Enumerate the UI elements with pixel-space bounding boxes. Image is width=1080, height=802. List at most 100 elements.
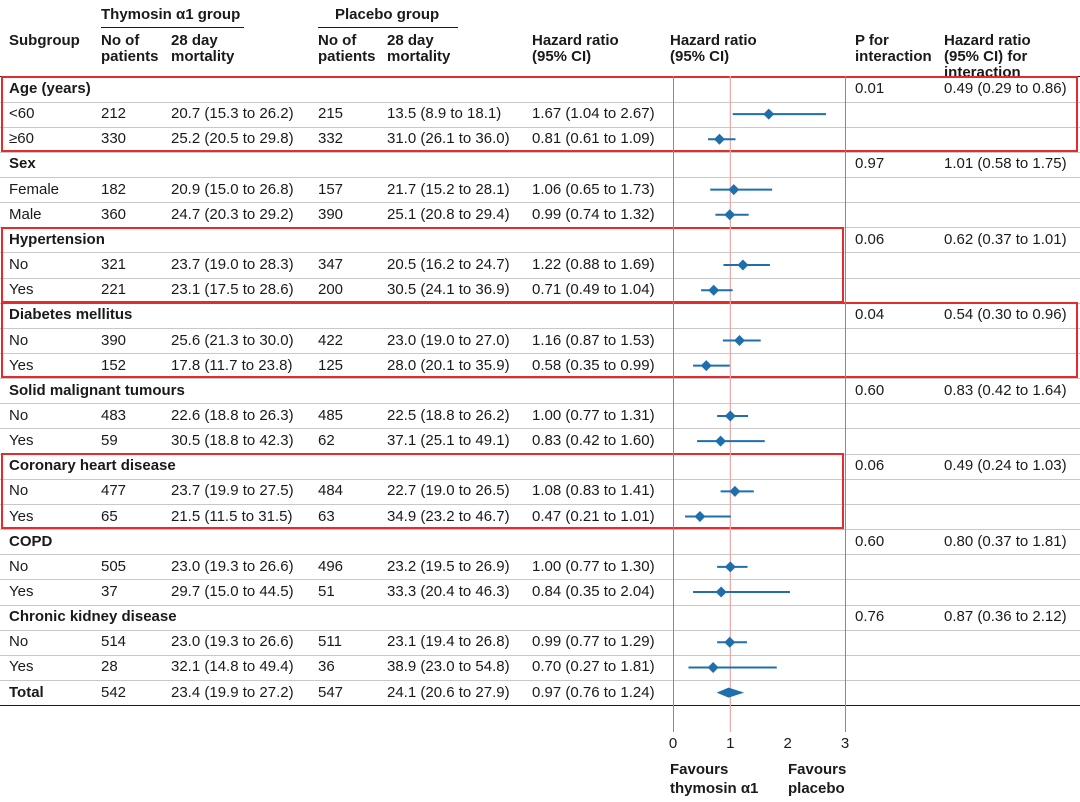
subgroup-cell: Yes xyxy=(9,432,34,450)
placebo-n-cell: 390 xyxy=(318,205,344,223)
subgroup-cell: Yes xyxy=(9,507,34,525)
row-divider xyxy=(0,177,1080,178)
point-estimate-marker xyxy=(724,410,736,422)
row-divider xyxy=(0,554,1080,555)
point-estimate-marker xyxy=(737,259,749,271)
favours-placebo-label: Favours placebo xyxy=(788,760,846,798)
plot-right-border xyxy=(845,76,846,732)
favours-placebo-line1: Favours xyxy=(788,761,847,778)
placebo-n-cell: 422 xyxy=(318,331,344,349)
placebo-group-header: Placebo group xyxy=(335,6,440,23)
placebo-n-cell: 125 xyxy=(318,356,344,374)
subgroup-cell: Yes xyxy=(9,658,34,676)
thymosin-mortality-cell: 25.2 (20.5 to 29.8) xyxy=(171,130,294,148)
row-divider xyxy=(0,504,1080,505)
placebo-mortality-cell: 33.3 (20.4 to 46.3) xyxy=(387,583,510,600)
hr-interaction-cell: 0.87 (0.36 to 2.12) xyxy=(944,608,1067,626)
placebo-mortality-cell: 13.5 (8.9 to 18.1) xyxy=(387,105,502,123)
subgroup-cell: Yes xyxy=(9,356,34,374)
placebo-mortality-cell: 38.9 (23.0 to 54.8) xyxy=(387,658,510,676)
thymosin-mortality-cell: 32.1 (14.8 to 49.4) xyxy=(171,658,294,676)
placebo-mortality-cell: 25.1 (20.8 to 29.4) xyxy=(387,205,510,223)
row-divider xyxy=(0,328,1080,329)
placebo-n-cell: 485 xyxy=(318,406,344,424)
hazard-ratio-plot-header-line2: (95% CI) xyxy=(670,48,730,65)
row-divider xyxy=(0,680,1080,681)
point-estimate-marker xyxy=(713,133,725,145)
plot-left-border xyxy=(673,76,674,732)
thymosin-n-header: No of patients xyxy=(101,33,159,65)
hr-interaction-cell: 0.49 (0.29 to 0.86) xyxy=(944,80,1067,97)
row-divider xyxy=(0,378,1080,379)
placebo-mortality-cell: 23.2 (19.5 to 26.9) xyxy=(387,557,510,575)
placebo-mortality-header: 28 day mortality xyxy=(387,33,450,65)
subgroup-cell: Male xyxy=(9,205,42,223)
x-tick-label: 2 xyxy=(783,735,791,752)
placebo-mortality-cell: 22.5 (18.8 to 26.2) xyxy=(387,406,510,424)
placebo-mortality-cell: 23.1 (19.4 to 26.8) xyxy=(387,633,510,651)
point-estimate-marker xyxy=(715,435,727,447)
placebo-n-cell: 200 xyxy=(318,281,344,299)
subgroup-cell: Solid malignant tumours xyxy=(9,381,185,399)
thymosin-n-cell: 59 xyxy=(101,432,118,450)
thymosin-n-cell: 514 xyxy=(101,633,127,651)
thymosin-n-cell: 477 xyxy=(101,482,127,500)
hazard-ratio-cell: 0.97 (0.76 to 1.24) xyxy=(532,683,655,701)
placebo-n-cell: 63 xyxy=(318,507,335,525)
hazard-ratio-cell: 1.00 (0.77 to 1.30) xyxy=(532,557,655,575)
row-divider xyxy=(0,102,1080,103)
p-interaction-header: P for interaction xyxy=(855,33,932,65)
placebo-mortality-cell: 22.7 (19.0 to 26.5) xyxy=(387,482,510,500)
thymosin-mortality-cell: 20.9 (15.0 to 26.8) xyxy=(171,180,294,198)
placebo-n-cell: 496 xyxy=(318,557,344,575)
p-interaction-header-line2: interaction xyxy=(855,48,932,65)
subgroup-cell: No xyxy=(9,331,29,349)
hr-interaction-header-line1: Hazard ratio xyxy=(944,32,1031,49)
row-divider xyxy=(0,202,1080,203)
hazard-ratio-plot-header-line1: Hazard ratio xyxy=(670,32,757,49)
thymosin-mortality-cell: 30.5 (18.8 to 42.3) xyxy=(171,432,294,450)
highlight-box xyxy=(1,76,1078,152)
placebo-n-header-line1: No of xyxy=(318,32,357,49)
hazard-ratio-cell: 0.58 (0.35 to 0.99) xyxy=(532,356,655,374)
placebo-mortality-cell: 34.9 (23.2 to 46.7) xyxy=(387,507,510,525)
p-interaction-cell: 0.60 xyxy=(855,532,885,550)
hazard-ratio-cell: 0.99 (0.74 to 1.32) xyxy=(532,205,655,223)
p-interaction-cell: 0.76 xyxy=(855,608,885,626)
thymosin-n-cell: 321 xyxy=(101,256,127,274)
point-estimate-marker xyxy=(763,108,775,120)
subgroup-cell: Female xyxy=(9,180,60,198)
placebo-mortality-header-line2: mortality xyxy=(387,48,451,65)
highlight-box xyxy=(1,302,1078,378)
hr-interaction-cell: 0.83 (0.42 to 1.64) xyxy=(944,381,1067,399)
thymosin-n-cell: 360 xyxy=(101,205,127,223)
hazard-ratio-plot-header: Hazard ratio (95% CI) xyxy=(670,33,757,65)
favours-placebo-line2: placebo xyxy=(788,780,845,797)
hazard-ratio-cell: 1.22 (0.88 to 1.69) xyxy=(532,256,655,274)
hr-interaction-header-line2: (95% CI) for xyxy=(944,48,1028,65)
row-divider xyxy=(0,579,1080,580)
thymosin-mortality-header-line1: 28 day xyxy=(171,32,218,49)
subgroup-cell: Yes xyxy=(9,281,34,299)
hazard-ratio-cell: 0.81 (0.61 to 1.09) xyxy=(532,130,655,148)
hazard-ratio-cell: 0.84 (0.35 to 2.04) xyxy=(532,583,655,600)
subgroup-cell: Total xyxy=(9,683,44,701)
p-interaction-cell: 0.06 xyxy=(855,457,885,475)
hr-interaction-cell: 0.62 (0.37 to 1.01) xyxy=(944,230,1067,248)
subgroup-cell: Age (years) xyxy=(9,80,91,97)
placebo-mortality-cell: 31.0 (26.1 to 36.0) xyxy=(387,130,510,148)
hr-interaction-cell: 0.49 (0.24 to 1.03) xyxy=(944,457,1067,475)
thymosin-n-cell: 221 xyxy=(101,281,127,299)
thymosin-n-cell: 212 xyxy=(101,105,127,123)
subgroup-cell: Hypertension xyxy=(9,230,105,248)
point-estimate-marker xyxy=(729,485,741,497)
thymosin-n-cell: 330 xyxy=(101,130,127,148)
row-divider xyxy=(0,403,1080,404)
hr-interaction-cell: 1.01 (0.58 to 1.75) xyxy=(944,155,1067,173)
p-interaction-cell: 0.60 xyxy=(855,381,885,399)
thymosin-n-header-line2: patients xyxy=(101,48,159,65)
hazard-ratio-cell: 1.08 (0.83 to 1.41) xyxy=(532,482,655,500)
hazard-ratio-cell: 1.16 (0.87 to 1.53) xyxy=(532,331,655,349)
row-divider xyxy=(0,127,1080,128)
